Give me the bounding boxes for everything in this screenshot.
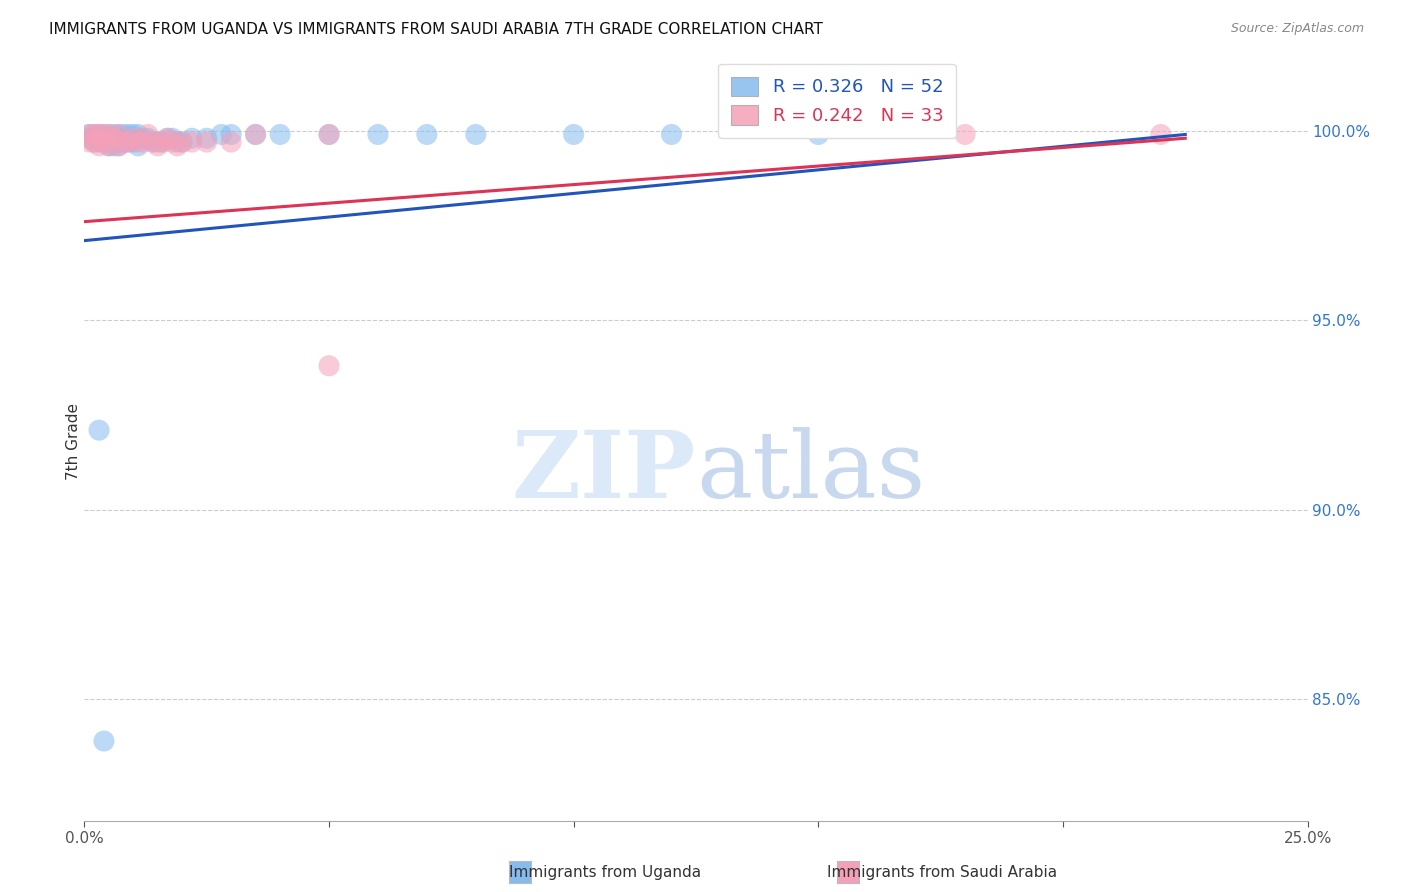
Point (87, 138, 110, 153)
Point (103, 131, 125, 145)
Point (93, 135, 115, 149)
Text: ZIP: ZIP (512, 427, 696, 516)
Point (103, 128, 125, 142)
Point (83, 135, 105, 149)
Point (117, 135, 139, 149)
Point (93, 131, 115, 145)
Point (152, 135, 174, 149)
Point (112, 135, 135, 149)
Point (245, 128, 267, 142)
Point (107, 138, 129, 153)
Point (83, 128, 105, 142)
Point (77, 131, 100, 145)
Point (77, 128, 100, 142)
Point (181, 131, 204, 145)
Point (219, 135, 242, 149)
Point (166, 135, 188, 149)
Point (136, 128, 159, 142)
Point (367, 128, 389, 142)
Point (93, 734, 115, 748)
Point (464, 128, 486, 142)
Point (156, 131, 179, 145)
Point (318, 128, 340, 142)
Point (136, 131, 159, 145)
Point (87, 128, 110, 142)
Point (146, 135, 169, 149)
Point (127, 138, 149, 153)
Text: Immigrants from Uganda: Immigrants from Uganda (509, 865, 700, 880)
Point (93, 128, 115, 142)
Legend: R = 0.326   N = 52, R = 0.242   N = 33: R = 0.326 N = 52, R = 0.242 N = 33 (718, 64, 956, 138)
Point (245, 128, 267, 142)
Text: Source: ZipAtlas.com: Source: ZipAtlas.com (1230, 22, 1364, 36)
Point (416, 128, 439, 142)
Point (209, 128, 232, 142)
Point (269, 128, 291, 142)
Point (166, 138, 188, 153)
Point (122, 135, 145, 149)
Point (93, 135, 115, 149)
Point (117, 135, 139, 149)
Point (122, 131, 145, 145)
Point (132, 135, 155, 149)
Point (83, 131, 105, 145)
Point (83, 135, 105, 149)
Point (162, 131, 184, 145)
Point (152, 135, 174, 149)
Point (142, 135, 165, 149)
Point (77, 128, 100, 142)
Point (195, 131, 218, 145)
Point (195, 135, 218, 149)
Text: Immigrants from Saudi Arabia: Immigrants from Saudi Arabia (827, 865, 1057, 880)
Y-axis label: 7th Grade: 7th Grade (66, 403, 80, 480)
Point (117, 128, 139, 142)
Point (83, 128, 105, 142)
Point (87, 131, 110, 145)
Point (127, 135, 149, 149)
Point (77, 135, 100, 149)
Point (87, 423, 110, 437)
Point (112, 135, 135, 149)
Point (122, 128, 145, 142)
Point (103, 131, 125, 145)
Point (97, 138, 120, 153)
Point (127, 128, 149, 142)
Point (661, 128, 683, 142)
Point (112, 128, 135, 142)
Point (953, 128, 976, 142)
Point (87, 135, 110, 149)
Point (107, 128, 129, 142)
Point (172, 135, 194, 149)
Point (97, 128, 120, 142)
Point (87, 128, 110, 142)
Text: IMMIGRANTS FROM UGANDA VS IMMIGRANTS FROM SAUDI ARABIA 7TH GRADE CORRELATION CHA: IMMIGRANTS FROM UGANDA VS IMMIGRANTS FRO… (49, 22, 823, 37)
Point (1150, 128, 1173, 142)
Point (107, 128, 129, 142)
Point (146, 138, 169, 153)
Point (562, 128, 585, 142)
Point (162, 135, 184, 149)
Point (97, 131, 120, 145)
Point (142, 135, 165, 149)
Point (97, 128, 120, 142)
Point (172, 135, 194, 149)
Point (103, 138, 125, 153)
Point (93, 128, 115, 142)
Point (181, 135, 204, 149)
Point (107, 131, 129, 145)
Point (156, 131, 179, 145)
Point (132, 131, 155, 145)
Point (219, 128, 242, 142)
Text: atlas: atlas (696, 427, 925, 516)
Point (318, 128, 340, 142)
Point (318, 359, 340, 373)
Point (107, 138, 129, 153)
Point (807, 128, 830, 142)
Point (97, 138, 120, 153)
